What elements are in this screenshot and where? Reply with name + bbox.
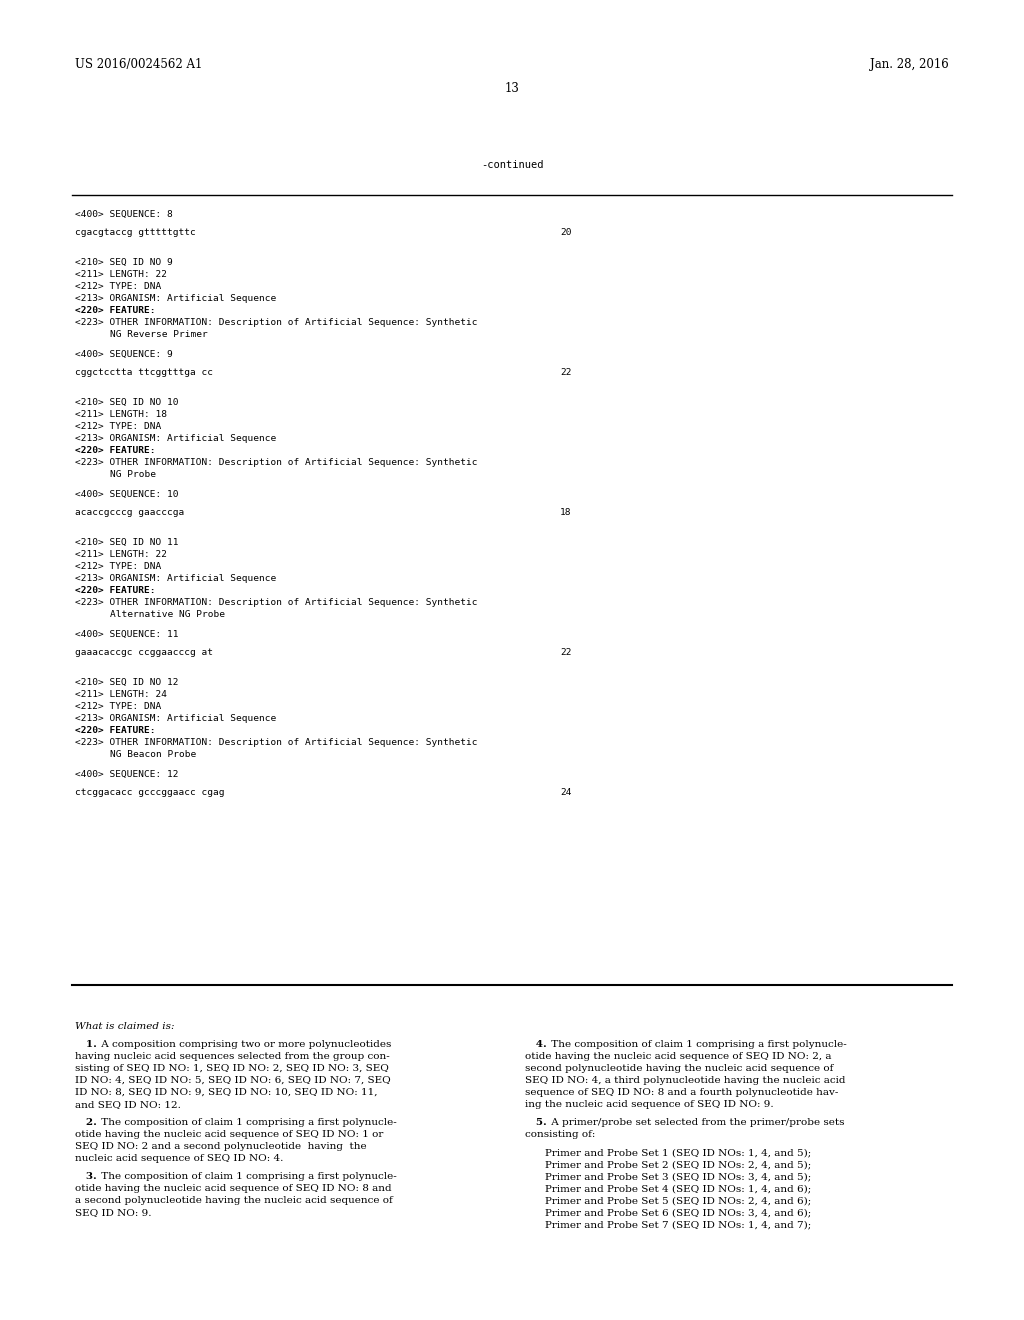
Text: ID NO: 4, SEQ ID NO: 5, SEQ ID NO: 6, SEQ ID NO: 7, SEQ: ID NO: 4, SEQ ID NO: 5, SEQ ID NO: 6, SE… <box>75 1076 391 1085</box>
Text: US 2016/0024562 A1: US 2016/0024562 A1 <box>75 58 203 71</box>
Text: <220> FEATURE:: <220> FEATURE: <box>75 586 156 595</box>
Text: SEQ ID NO: 4, a third polynucleotide having the nucleic acid: SEQ ID NO: 4, a third polynucleotide hav… <box>525 1076 846 1085</box>
Text: What is claimed is:: What is claimed is: <box>75 1022 174 1031</box>
Text: <210> SEQ ID NO 9: <210> SEQ ID NO 9 <box>75 257 173 267</box>
Text: NG Beacon Probe: NG Beacon Probe <box>110 750 197 759</box>
Text: consisting of:: consisting of: <box>525 1130 595 1139</box>
Text: 24: 24 <box>560 788 571 797</box>
Text: The composition of claim 1 comprising a first polynucle-: The composition of claim 1 comprising a … <box>97 1172 396 1181</box>
Text: 3.: 3. <box>75 1172 96 1181</box>
Text: <212> TYPE: DNA: <212> TYPE: DNA <box>75 702 161 711</box>
Text: Jan. 28, 2016: Jan. 28, 2016 <box>870 58 949 71</box>
Text: 4.: 4. <box>525 1040 547 1049</box>
Text: <223> OTHER INFORMATION: Description of Artificial Sequence: Synthetic: <223> OTHER INFORMATION: Description of … <box>75 458 477 467</box>
Text: NG Probe: NG Probe <box>110 470 156 479</box>
Text: 2.: 2. <box>75 1118 97 1127</box>
Text: <211> LENGTH: 18: <211> LENGTH: 18 <box>75 411 167 418</box>
Text: Primer and Probe Set 7 (SEQ ID NOs: 1, 4, and 7);: Primer and Probe Set 7 (SEQ ID NOs: 1, 4… <box>545 1220 811 1229</box>
Text: A primer/probe set selected from the primer/probe sets: A primer/probe set selected from the pri… <box>548 1118 844 1127</box>
Text: <220> FEATURE:: <220> FEATURE: <box>75 306 156 315</box>
Text: <212> TYPE: DNA: <212> TYPE: DNA <box>75 422 161 432</box>
Text: The composition of claim 1 comprising a first polynucle-: The composition of claim 1 comprising a … <box>97 1118 396 1127</box>
Text: <400> SEQUENCE: 9: <400> SEQUENCE: 9 <box>75 350 173 359</box>
Text: otide having the nucleic acid sequence of SEQ ID NO: 2, a: otide having the nucleic acid sequence o… <box>525 1052 831 1061</box>
Text: sequence of SEQ ID NO: 8 and a fourth polynucleotide hav-: sequence of SEQ ID NO: 8 and a fourth po… <box>525 1088 839 1097</box>
Text: <210> SEQ ID NO 10: <210> SEQ ID NO 10 <box>75 399 178 407</box>
Text: <223> OTHER INFORMATION: Description of Artificial Sequence: Synthetic: <223> OTHER INFORMATION: Description of … <box>75 738 477 747</box>
Text: cggctcctta ttcggtttga cc: cggctcctta ttcggtttga cc <box>75 368 213 378</box>
Text: cgacgtaccg gtttttgttc: cgacgtaccg gtttttgttc <box>75 228 196 238</box>
Text: -continued: -continued <box>480 160 544 170</box>
Text: ing the nucleic acid sequence of SEQ ID NO: 9.: ing the nucleic acid sequence of SEQ ID … <box>525 1100 773 1109</box>
Text: <220> FEATURE:: <220> FEATURE: <box>75 726 156 735</box>
Text: <212> TYPE: DNA: <212> TYPE: DNA <box>75 282 161 290</box>
Text: <211> LENGTH: 24: <211> LENGTH: 24 <box>75 690 167 700</box>
Text: 22: 22 <box>560 648 571 657</box>
Text: Primer and Probe Set 1 (SEQ ID NOs: 1, 4, and 5);: Primer and Probe Set 1 (SEQ ID NOs: 1, 4… <box>545 1148 811 1158</box>
Text: <213> ORGANISM: Artificial Sequence: <213> ORGANISM: Artificial Sequence <box>75 434 276 444</box>
Text: <213> ORGANISM: Artificial Sequence: <213> ORGANISM: Artificial Sequence <box>75 294 276 304</box>
Text: <213> ORGANISM: Artificial Sequence: <213> ORGANISM: Artificial Sequence <box>75 714 276 723</box>
Text: sisting of SEQ ID NO: 1, SEQ ID NO: 2, SEQ ID NO: 3, SEQ: sisting of SEQ ID NO: 1, SEQ ID NO: 2, S… <box>75 1064 389 1073</box>
Text: having nucleic acid sequences selected from the group con-: having nucleic acid sequences selected f… <box>75 1052 390 1061</box>
Text: <400> SEQUENCE: 11: <400> SEQUENCE: 11 <box>75 630 178 639</box>
Text: 20: 20 <box>560 228 571 238</box>
Text: Primer and Probe Set 4 (SEQ ID NOs: 1, 4, and 6);: Primer and Probe Set 4 (SEQ ID NOs: 1, 4… <box>545 1184 811 1193</box>
Text: ctcggacacc gcccggaacc cgag: ctcggacacc gcccggaacc cgag <box>75 788 224 797</box>
Text: <212> TYPE: DNA: <212> TYPE: DNA <box>75 562 161 572</box>
Text: nucleic acid sequence of SEQ ID NO: 4.: nucleic acid sequence of SEQ ID NO: 4. <box>75 1154 284 1163</box>
Text: gaaacaccgc ccggaacccg at: gaaacaccgc ccggaacccg at <box>75 648 213 657</box>
Text: 5.: 5. <box>525 1118 547 1127</box>
Text: <220> FEATURE:: <220> FEATURE: <box>75 446 156 455</box>
Text: 22: 22 <box>560 368 571 378</box>
Text: Primer and Probe Set 5 (SEQ ID NOs: 2, 4, and 6);: Primer and Probe Set 5 (SEQ ID NOs: 2, 4… <box>545 1196 811 1205</box>
Text: a second polynucleotide having the nucleic acid sequence of: a second polynucleotide having the nucle… <box>75 1196 393 1205</box>
Text: <211> LENGTH: 22: <211> LENGTH: 22 <box>75 550 167 558</box>
Text: NG Reverse Primer: NG Reverse Primer <box>110 330 208 339</box>
Text: <213> ORGANISM: Artificial Sequence: <213> ORGANISM: Artificial Sequence <box>75 574 276 583</box>
Text: <223> OTHER INFORMATION: Description of Artificial Sequence: Synthetic: <223> OTHER INFORMATION: Description of … <box>75 598 477 607</box>
Text: <400> SEQUENCE: 10: <400> SEQUENCE: 10 <box>75 490 178 499</box>
Text: <210> SEQ ID NO 11: <210> SEQ ID NO 11 <box>75 539 178 546</box>
Text: <400> SEQUENCE: 12: <400> SEQUENCE: 12 <box>75 770 178 779</box>
Text: 13: 13 <box>505 82 519 95</box>
Text: ID NO: 8, SEQ ID NO: 9, SEQ ID NO: 10, SEQ ID NO: 11,: ID NO: 8, SEQ ID NO: 9, SEQ ID NO: 10, S… <box>75 1088 378 1097</box>
Text: <400> SEQUENCE: 8: <400> SEQUENCE: 8 <box>75 210 173 219</box>
Text: SEQ ID NO: 2 and a second polynucleotide  having  the: SEQ ID NO: 2 and a second polynucleotide… <box>75 1142 367 1151</box>
Text: 18: 18 <box>560 508 571 517</box>
Text: otide having the nucleic acid sequence of SEQ ID NO: 8 and: otide having the nucleic acid sequence o… <box>75 1184 391 1193</box>
Text: <223> OTHER INFORMATION: Description of Artificial Sequence: Synthetic: <223> OTHER INFORMATION: Description of … <box>75 318 477 327</box>
Text: The composition of claim 1 comprising a first polynucle-: The composition of claim 1 comprising a … <box>548 1040 846 1049</box>
Text: <210> SEQ ID NO 12: <210> SEQ ID NO 12 <box>75 678 178 686</box>
Text: Alternative NG Probe: Alternative NG Probe <box>110 610 225 619</box>
Text: 1.: 1. <box>75 1040 97 1049</box>
Text: A composition comprising two or more polynucleotides: A composition comprising two or more pol… <box>97 1040 391 1049</box>
Text: and SEQ ID NO: 12.: and SEQ ID NO: 12. <box>75 1100 181 1109</box>
Text: otide having the nucleic acid sequence of SEQ ID NO: 1 or: otide having the nucleic acid sequence o… <box>75 1130 383 1139</box>
Text: acaccgcccg gaacccga: acaccgcccg gaacccga <box>75 508 184 517</box>
Text: second polynucleotide having the nucleic acid sequence of: second polynucleotide having the nucleic… <box>525 1064 834 1073</box>
Text: Primer and Probe Set 3 (SEQ ID NOs: 3, 4, and 5);: Primer and Probe Set 3 (SEQ ID NOs: 3, 4… <box>545 1172 811 1181</box>
Text: SEQ ID NO: 9.: SEQ ID NO: 9. <box>75 1208 152 1217</box>
Text: Primer and Probe Set 2 (SEQ ID NOs: 2, 4, and 5);: Primer and Probe Set 2 (SEQ ID NOs: 2, 4… <box>545 1160 811 1170</box>
Text: <211> LENGTH: 22: <211> LENGTH: 22 <box>75 271 167 279</box>
Text: Primer and Probe Set 6 (SEQ ID NOs: 3, 4, and 6);: Primer and Probe Set 6 (SEQ ID NOs: 3, 4… <box>545 1208 811 1217</box>
